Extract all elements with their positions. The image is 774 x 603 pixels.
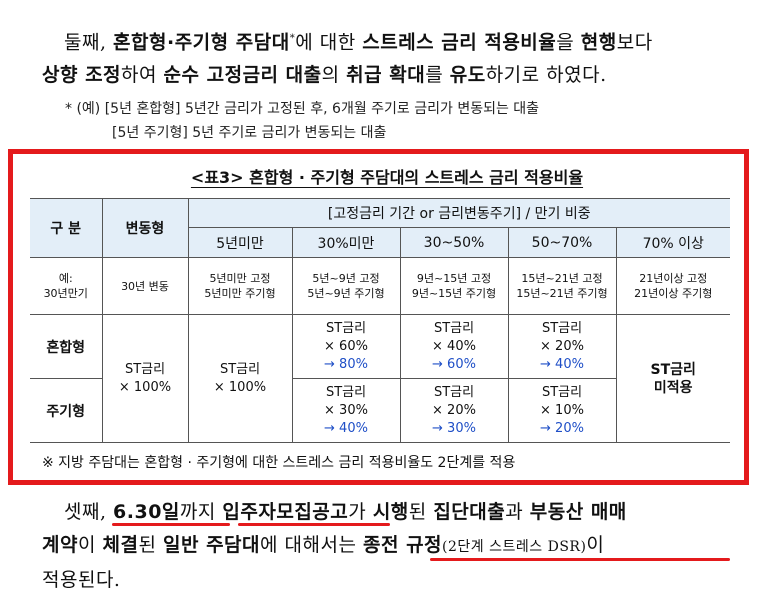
p3-text: 과 [505,501,530,523]
p1-footnote-mark: * [289,33,296,44]
row-label-periodic: 주기형 [30,378,103,443]
over70-value: ST금리 미적용 [615,314,730,443]
example-cell: 5년~9년 고정 5년~9년 주기형 [291,257,401,315]
p3-text: 된 [138,534,163,556]
p1-text: 의 [321,64,347,87]
header-col: 30%미만 [291,227,401,258]
variable-value: ST금리 × 100% [101,314,189,443]
p3-small-dsr: (2단계 스트레스 DSR) [442,539,587,555]
p1-bold-raise: 상향 조정 [42,64,122,87]
p3-text: 적용된다. [42,569,121,591]
p3-bold-date: 6.30일 [113,501,180,523]
header-group: [고정금리 기간 or 금리변동주기] / 만기 비중 [187,198,730,228]
red-underline-notice [238,523,390,526]
mixed-30-50-cell: ST금리 × 40% → 60% [399,314,509,379]
example-note-mixed: * (예) [5년 혼합형] 5년간 금리가 고정된 후, 6개월 주기로 금리… [65,101,540,117]
p1-text: 둘째, [64,31,114,54]
example-variable: 30년 변동 [101,257,189,315]
p3-text: 된 [408,501,434,523]
p3-text: 가 [348,501,373,523]
example-cell: 21년이상 고정 21년이상 주기형 [615,257,730,315]
highlight-frame [8,149,749,485]
table-title: <표3> 혼합형 · 주기형 주담대의 스트레스 금리 적용비율 [190,168,584,187]
p3-bold-signed: 체결 [102,534,139,556]
table-footnote: ※ 지방 주담대는 혼합형 · 주기형에 대한 스트레스 금리 적용비율도 2단… [42,455,516,471]
example-label: 예: 30년만기 [30,257,103,315]
header-variable: 변동형 [101,198,189,258]
p3-bold-contract: 계약 [42,534,78,556]
p3-bold-enforce: 시행 [372,501,409,523]
header-col: 50~70% [507,227,617,258]
p3-bold-group-loan: 집단대출 [433,501,506,523]
p1-bold-stress-ratio: 스트레스 금리 적용비율 [362,31,557,54]
p1-bold-expand: 취급 확대 [346,64,426,87]
p3-text: 이 [77,534,103,556]
paragraph-second: 둘째, 혼합형·주기형 주담대*에 대한 스트레스 금리 적용비율을 현행보다 … [42,22,742,92]
p1-text: 을 [556,31,581,54]
row-label-mixed: 혼합형 [30,314,103,379]
p1-bold-current: 현행 [580,31,617,54]
p3-text: 이 [586,534,605,556]
header-col: 5년미만 [188,227,293,258]
red-underline-date [112,523,230,526]
header-col: 30~50% [399,227,509,258]
header-col: 70% 이상 [615,227,730,258]
p1-text: 하여 [121,64,164,87]
example-cell: 9년~15년 고정 9년~15년 주기형 [399,257,509,315]
red-underline-previous-rule [430,558,730,561]
p1-bold-induce: 유도 [449,64,486,87]
p3-bold-general-mortgage: 일반 주담대 [163,534,261,556]
paragraph-third: 셋째, 6.30일까지 입주자모집공고가 시행된 집단대출과 부동산 매매 계약… [42,496,742,597]
p3-bold-previous-rule: 종전 규정 [363,534,443,556]
header-category: 구 분 [30,198,103,258]
mixed-30-cell: ST금리 × 60% → 80% [291,314,401,379]
p3-text: 까지 [179,501,223,523]
p3-bold-real-estate: 부동산 매매 [529,501,627,523]
p1-bold-mixed-periodic: 혼합형·주기형 주담대 [113,31,290,54]
example-cell: 5년미만 고정 5년미만 주기형 [187,257,293,315]
p3-text: 셋째, [64,501,114,523]
example-cell: 15년~21년 고정 15년~21년 주기형 [507,257,617,315]
p1-text: 보다 [616,31,653,54]
p1-text: 에 대한 [295,31,363,54]
mixed-50-70-cell: ST금리 × 20% → 40% [507,314,617,379]
p3-bold-notice: 입주자모집공고 [222,501,349,523]
p3-text: 에 대해서는 [260,534,363,556]
periodic-30-cell: ST금리 × 30% → 40% [291,378,401,443]
stress-ratio-table: 구 분 변동형 [고정금리 기간 or 금리변동주기] / 만기 비중 5년미만… [30,198,730,443]
under5-value: ST금리 × 100% [187,314,293,443]
example-note-periodic: [5년 주기형] 5년 주기로 금리가 변동되는 대출 [112,125,387,141]
p1-text: 를 [425,64,450,87]
p1-text: 하기로 하였다. [485,64,607,87]
periodic-50-70-cell: ST금리 × 10% → 20% [507,378,616,443]
p1-bold-pure-fixed: 순수 고정금리 대출 [163,64,322,87]
periodic-30-50-cell: ST금리 × 20% → 30% [399,378,509,443]
